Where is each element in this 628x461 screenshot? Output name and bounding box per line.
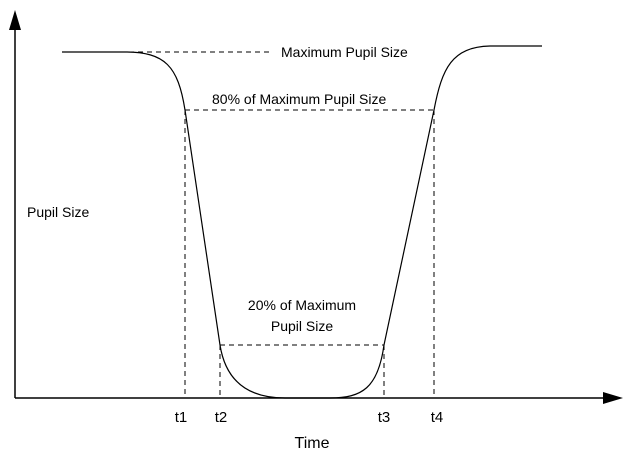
x-axis-arrowhead: [603, 392, 623, 404]
twenty-percent-label-line1: 20% of Maximum: [248, 297, 356, 313]
y-axis-label: Pupil Size: [27, 204, 89, 220]
x-axis-label: Time: [295, 435, 330, 452]
max-pupil-size-label: Maximum Pupil Size: [281, 44, 408, 60]
t4-label: t4: [431, 409, 444, 426]
pupil-size-curve: [62, 45, 542, 399]
t1-label: t1: [175, 409, 188, 426]
t2-label: t2: [215, 409, 228, 426]
t3-label: t3: [378, 409, 391, 426]
twenty-percent-label-line2: Pupil Size: [271, 318, 333, 334]
y-axis-arrowhead: [9, 10, 21, 30]
eighty-percent-label: 80% of Maximum Pupil Size: [212, 91, 387, 107]
